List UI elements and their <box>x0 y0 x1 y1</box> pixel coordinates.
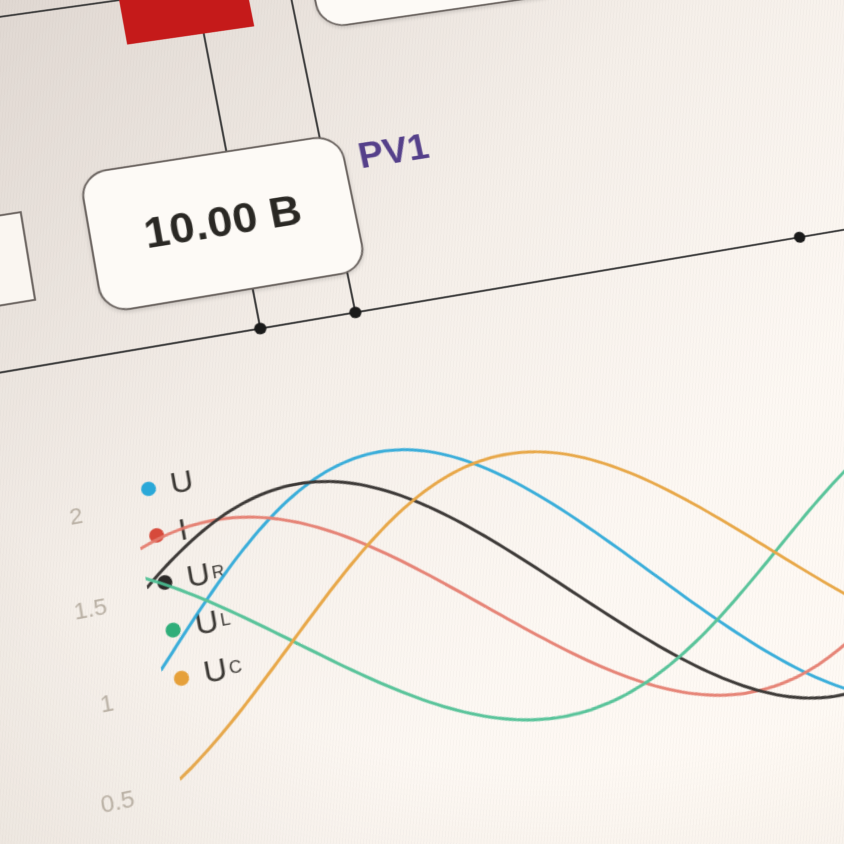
source-label: И <box>0 235 2 292</box>
tilted-scene: * 51.87 мВт 7.20 мА 10.00 В PV1 И R 1 <box>0 0 844 844</box>
screenshot-stage: * 51.87 мВт 7.20 мА 10.00 В PV1 И R 1 <box>0 0 844 844</box>
voltage-value: 10.00 <box>140 193 262 258</box>
voltage-unit: В <box>265 187 306 238</box>
